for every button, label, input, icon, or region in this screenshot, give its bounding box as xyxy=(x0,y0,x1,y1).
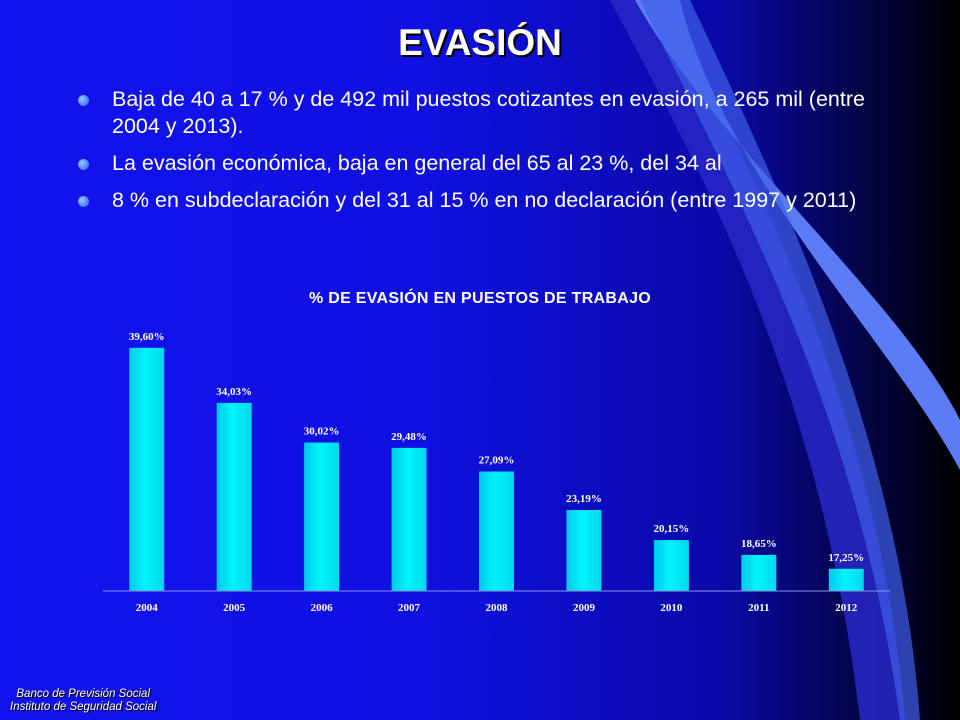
footer: Banco de Previsión Social Instituto de S… xyxy=(10,688,156,714)
data-label-2007: 29,48% xyxy=(391,431,427,443)
bar-2010 xyxy=(653,540,689,591)
x-tick-2010: 2010 xyxy=(660,602,683,614)
x-tick-2012: 2012 xyxy=(835,602,858,614)
data-label-2012: 17,25% xyxy=(828,552,864,564)
data-label-2009: 23,19% xyxy=(566,493,602,505)
bar-2006 xyxy=(304,442,340,591)
data-label-2006: 30,02% xyxy=(304,426,340,438)
data-label-2005: 34,03% xyxy=(216,386,252,398)
x-tick-2004: 2004 xyxy=(136,602,159,614)
bullet-text: La evasión económica, baja en general de… xyxy=(112,151,722,175)
x-tick-2008: 2008 xyxy=(486,602,509,614)
bullet-item: 8 % en subdeclaración y del 31 al 15 % e… xyxy=(78,187,878,214)
slide-title: EVASIÓN xyxy=(398,22,562,63)
x-tick-2006: 2006 xyxy=(311,602,334,614)
bullet-text: 8 % en subdeclaración y del 31 al 15 % e… xyxy=(112,188,857,212)
ribbon-band-mid xyxy=(640,0,920,720)
bar-2009 xyxy=(566,510,602,591)
footer-line-2: Instituto de Seguridad Social xyxy=(10,701,157,713)
bullet-item: Baja de 40 a 17 % y de 492 mil puestos c… xyxy=(78,86,878,140)
ribbon-band-dark xyxy=(610,0,905,720)
bar-2007 xyxy=(391,447,427,591)
x-tick-labels: 2004 2005 2006 2007 2008 2009 2010 2011 2012 xyxy=(136,602,858,614)
chart-title: % DE EVASIÓN EN PUESTOS DE TRABAJO xyxy=(308,290,652,307)
bar-2004 xyxy=(129,347,165,591)
bullet-text: Baja de 40 a 17 % y de 492 mil puestos c… xyxy=(112,87,865,138)
data-label-2010: 20,15% xyxy=(654,523,690,535)
bar-group: 39,60% 34,03% 30,02% 29,48% 27,09% 23,19% 20,1… xyxy=(129,331,864,591)
data-label-2008: 27,09% xyxy=(479,454,515,466)
x-tick-2007: 2007 xyxy=(398,602,421,614)
bullet-dot-icon xyxy=(78,95,89,106)
bullet-dot-icon xyxy=(78,159,89,170)
footer-line-1: Banco de Previsión Social xyxy=(16,688,150,700)
bar-2008 xyxy=(479,471,514,591)
bullet-list: Baja de 40 a 17 % y de 492 mil puestos c… xyxy=(78,86,878,224)
data-label-2011: 18,65% xyxy=(741,538,777,550)
bar-2005 xyxy=(216,402,252,591)
x-tick-2005: 2005 xyxy=(223,602,246,614)
x-tick-2009: 2009 xyxy=(573,602,596,614)
bar-2012 xyxy=(828,568,864,591)
x-tick-2011: 2011 xyxy=(748,602,769,614)
bar-2011 xyxy=(741,554,777,591)
data-label-2004: 39,60% xyxy=(129,331,165,343)
bullet-item: La evasión económica, baja en general de… xyxy=(78,150,878,177)
bullet-dot-icon xyxy=(78,196,89,207)
